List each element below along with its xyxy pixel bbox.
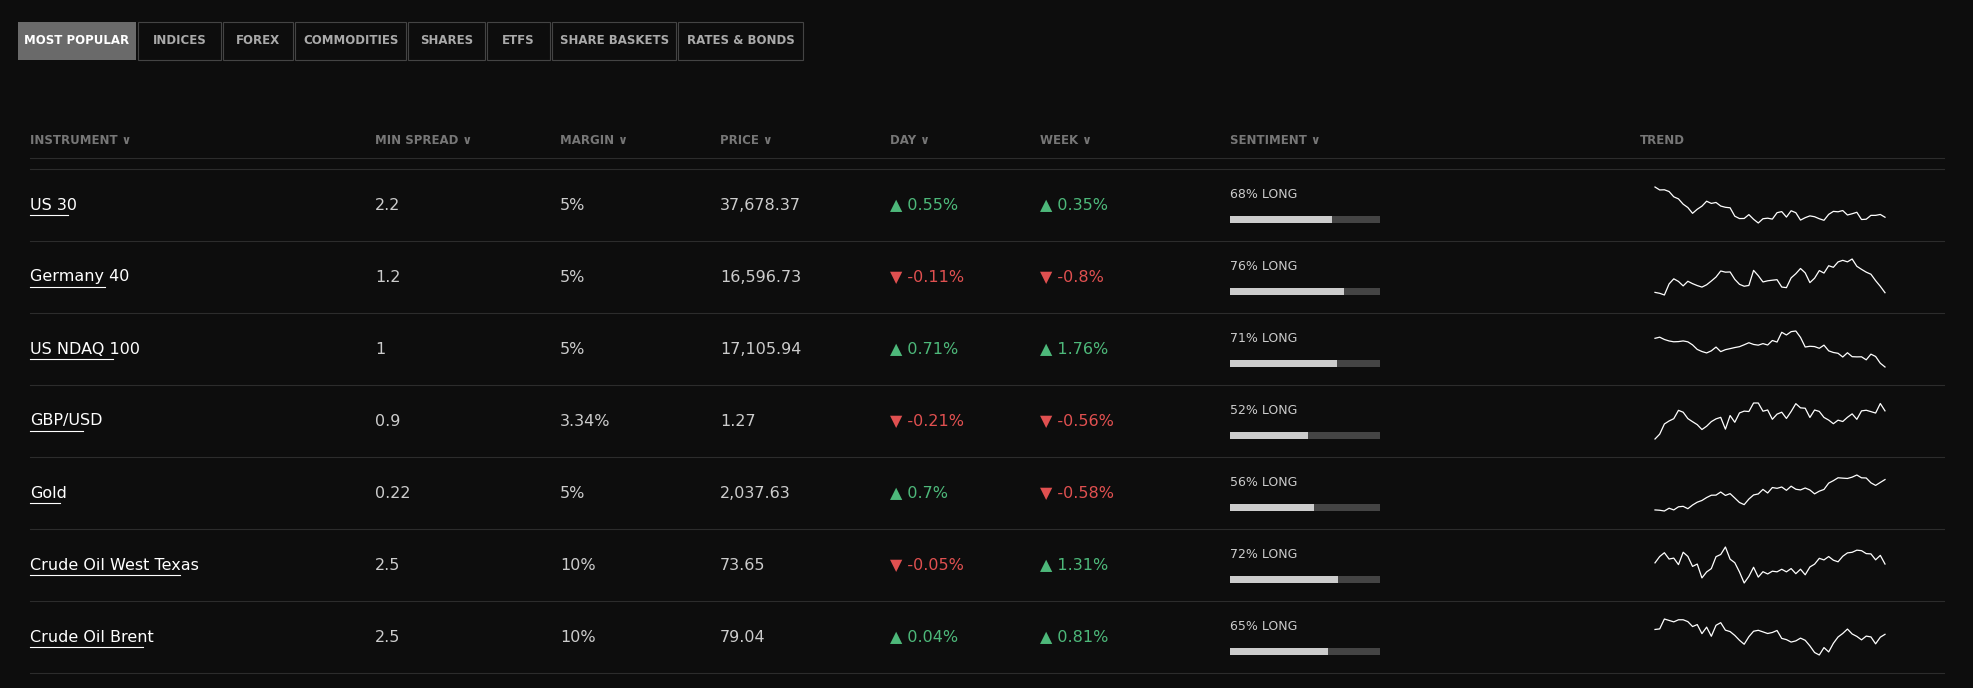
Text: ▲ 0.04%: ▲ 0.04% — [890, 630, 957, 645]
Bar — [1229, 504, 1379, 510]
Text: 56% LONG: 56% LONG — [1229, 477, 1296, 489]
Bar — [1229, 575, 1338, 583]
Text: ▲ 0.35%: ▲ 0.35% — [1040, 197, 1107, 213]
Text: COMMODITIES: COMMODITIES — [302, 34, 399, 47]
Text: DAY ∨: DAY ∨ — [890, 133, 929, 147]
Text: INSTRUMENT ∨: INSTRUMENT ∨ — [30, 133, 130, 147]
Text: 1.27: 1.27 — [720, 413, 756, 429]
Text: 0.9: 0.9 — [375, 413, 401, 429]
Text: ▼ -0.21%: ▼ -0.21% — [890, 413, 963, 429]
Text: 2,037.63: 2,037.63 — [720, 486, 791, 500]
Bar — [1229, 504, 1314, 510]
Text: 16,596.73: 16,596.73 — [720, 270, 801, 285]
Text: 71% LONG: 71% LONG — [1229, 332, 1296, 345]
Text: GBP/USD: GBP/USD — [30, 413, 103, 429]
Text: 5%: 5% — [560, 270, 586, 285]
Bar — [1229, 288, 1344, 294]
Text: ▲ 1.76%: ▲ 1.76% — [1040, 341, 1107, 356]
Text: US 30: US 30 — [30, 197, 77, 213]
Text: ▼ -0.11%: ▼ -0.11% — [890, 270, 963, 285]
Bar — [1229, 431, 1379, 438]
Text: ▼ -0.56%: ▼ -0.56% — [1040, 413, 1113, 429]
Text: 79.04: 79.04 — [720, 630, 766, 645]
Text: Gold: Gold — [30, 486, 67, 500]
Text: RATES & BONDS: RATES & BONDS — [687, 34, 793, 47]
Text: 5%: 5% — [560, 197, 586, 213]
Text: 72% LONG: 72% LONG — [1229, 548, 1296, 561]
Text: 2.5: 2.5 — [375, 630, 401, 645]
Bar — [1229, 647, 1326, 654]
Text: 3.34%: 3.34% — [560, 413, 610, 429]
Text: MARGIN ∨: MARGIN ∨ — [560, 133, 627, 147]
Bar — [1229, 215, 1332, 222]
Bar — [1229, 215, 1379, 222]
Bar — [408, 22, 485, 60]
Text: ▲ 0.7%: ▲ 0.7% — [890, 486, 947, 500]
Text: ▲ 0.71%: ▲ 0.71% — [890, 341, 957, 356]
Bar — [1229, 431, 1308, 438]
Text: PRICE ∨: PRICE ∨ — [720, 133, 771, 147]
Text: 17,105.94: 17,105.94 — [720, 341, 801, 356]
Text: ▼ -0.05%: ▼ -0.05% — [890, 557, 963, 572]
Bar — [487, 22, 550, 60]
Bar — [1229, 360, 1379, 367]
Bar — [138, 22, 221, 60]
Text: ▲ 0.81%: ▲ 0.81% — [1040, 630, 1107, 645]
Bar — [296, 22, 406, 60]
Text: TREND: TREND — [1640, 133, 1685, 147]
Text: MOST POPULAR: MOST POPULAR — [24, 34, 130, 47]
Bar — [1229, 288, 1379, 294]
Bar — [1229, 360, 1336, 367]
Text: 2.5: 2.5 — [375, 557, 401, 572]
Text: Crude Oil West Texas: Crude Oil West Texas — [30, 557, 199, 572]
Text: WEEK ∨: WEEK ∨ — [1040, 133, 1091, 147]
Bar — [1229, 575, 1379, 583]
Bar — [223, 22, 294, 60]
Text: ETFS: ETFS — [501, 34, 535, 47]
Text: ▼ -0.8%: ▼ -0.8% — [1040, 270, 1103, 285]
Text: 73.65: 73.65 — [720, 557, 766, 572]
Text: 2.2: 2.2 — [375, 197, 401, 213]
Text: 52% LONG: 52% LONG — [1229, 405, 1296, 418]
Text: ▲ 0.55%: ▲ 0.55% — [890, 197, 957, 213]
Text: FOREX: FOREX — [237, 34, 280, 47]
Text: Crude Oil Brent: Crude Oil Brent — [30, 630, 154, 645]
Text: Germany 40: Germany 40 — [30, 270, 130, 285]
Text: 1: 1 — [375, 341, 385, 356]
Text: 0.22: 0.22 — [375, 486, 410, 500]
Text: INDICES: INDICES — [152, 34, 205, 47]
Text: MIN SPREAD ∨: MIN SPREAD ∨ — [375, 133, 472, 147]
Bar — [679, 22, 803, 60]
Text: ▲ 1.31%: ▲ 1.31% — [1040, 557, 1107, 572]
Text: 10%: 10% — [560, 557, 596, 572]
Text: ▼ -0.58%: ▼ -0.58% — [1040, 486, 1113, 500]
Text: 10%: 10% — [560, 630, 596, 645]
Text: 76% LONG: 76% LONG — [1229, 261, 1296, 274]
Text: SHARE BASKETS: SHARE BASKETS — [560, 34, 669, 47]
Text: 65% LONG: 65% LONG — [1229, 621, 1296, 634]
Text: 68% LONG: 68% LONG — [1229, 189, 1296, 202]
Bar — [1229, 647, 1379, 654]
Text: US NDAQ 100: US NDAQ 100 — [30, 341, 140, 356]
Bar — [552, 22, 677, 60]
Text: 5%: 5% — [560, 341, 586, 356]
Text: SENTIMENT ∨: SENTIMENT ∨ — [1229, 133, 1320, 147]
Bar — [18, 22, 136, 60]
Text: 5%: 5% — [560, 486, 586, 500]
Text: SHARES: SHARES — [420, 34, 474, 47]
Text: 1.2: 1.2 — [375, 270, 401, 285]
Text: 37,678.37: 37,678.37 — [720, 197, 801, 213]
